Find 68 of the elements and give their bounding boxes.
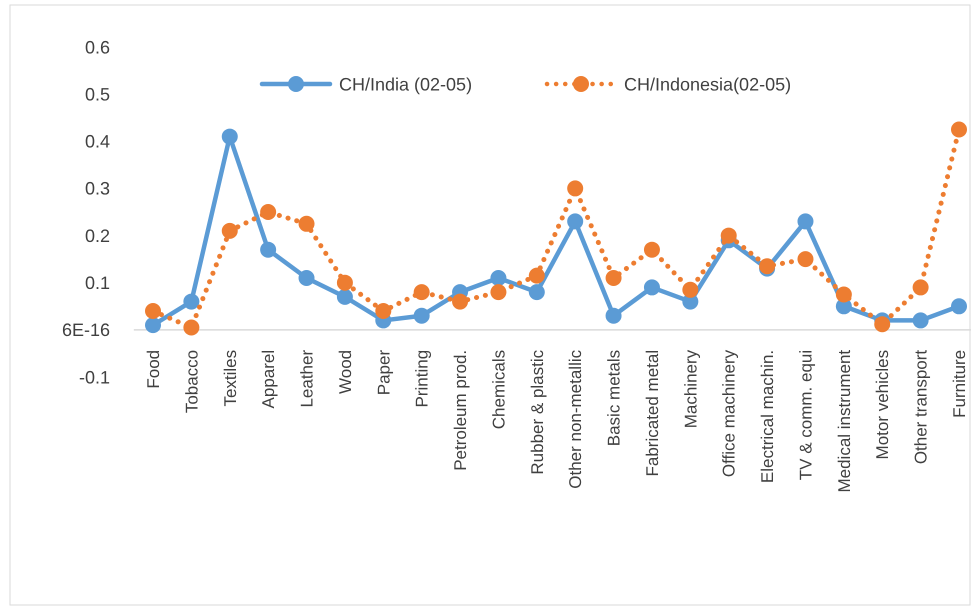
point <box>183 294 200 310</box>
point <box>528 284 545 300</box>
point <box>567 180 584 196</box>
point <box>452 294 468 310</box>
x-tick-label: Wood <box>336 350 355 394</box>
x-tick-label: Basic metals <box>604 350 624 446</box>
point <box>874 316 890 332</box>
x-tick-label: Apparel <box>259 350 278 408</box>
x-tick-label: Furniture <box>950 350 969 418</box>
x-tick-label: Textiles <box>220 350 240 407</box>
point <box>836 286 852 302</box>
x-tick-label: Fabricated metal <box>642 350 662 476</box>
point <box>375 303 392 319</box>
point <box>644 242 660 258</box>
x-tick-label: TV & comm. equi <box>796 350 816 480</box>
point <box>260 242 276 258</box>
point <box>682 282 698 298</box>
point <box>336 274 353 291</box>
point <box>414 308 430 324</box>
point <box>222 222 238 239</box>
point <box>797 251 814 268</box>
point <box>414 284 430 300</box>
x-tick-label: Electrical machin. <box>758 350 778 484</box>
y-tick-label: 0.2 <box>84 226 110 246</box>
point <box>644 279 660 296</box>
x-tick-label: Medical instrument <box>834 350 854 493</box>
x-tick-label: Food <box>144 350 163 389</box>
x-tick-label: Machinery <box>681 349 700 428</box>
point <box>606 270 622 286</box>
point <box>336 288 353 305</box>
point <box>720 228 737 244</box>
x-tick-label: Chemicals <box>489 350 508 430</box>
y-tick-label: -0.1 <box>78 367 110 388</box>
x-tick-label: Petroleum prod. <box>451 350 470 471</box>
x-tick-label: Rubber & plastic <box>528 349 547 475</box>
x-tick-label: Paper <box>374 350 394 396</box>
x-tick-label: Other transport <box>912 350 931 464</box>
point <box>490 270 506 286</box>
y-tick-label: 0.1 <box>84 273 110 294</box>
y-tick-label: 0.6 <box>84 37 110 58</box>
point <box>222 128 238 145</box>
point <box>951 298 967 314</box>
point <box>145 317 161 334</box>
point <box>912 312 929 328</box>
point <box>606 308 622 324</box>
point <box>567 213 584 230</box>
point <box>298 216 315 232</box>
point <box>145 303 161 319</box>
x-tick-label: Other non-metallic <box>566 349 586 489</box>
point <box>528 268 545 284</box>
x-tick-label: Motor vehicles <box>873 350 892 460</box>
x-tick-label: Tobacco <box>182 350 202 414</box>
x-tick-label: Office machinery <box>720 349 739 478</box>
point <box>912 279 929 296</box>
point <box>951 122 967 138</box>
point <box>797 213 814 230</box>
y-tick-label: 6E-16 <box>62 320 110 340</box>
legend-label: CH/India (02-05) <box>339 74 472 94</box>
legend-label: CH/Indonesia(02-05) <box>624 74 792 94</box>
x-tick-label: Leather <box>298 350 317 408</box>
point <box>298 270 315 286</box>
y-tick-label: 0.5 <box>84 84 110 104</box>
y-tick-label: 0.4 <box>84 132 110 152</box>
y-tick-label: 0.3 <box>84 178 110 199</box>
point <box>490 284 506 300</box>
x-tick-label: Printing <box>412 350 432 408</box>
point <box>183 320 200 336</box>
point <box>260 204 276 220</box>
